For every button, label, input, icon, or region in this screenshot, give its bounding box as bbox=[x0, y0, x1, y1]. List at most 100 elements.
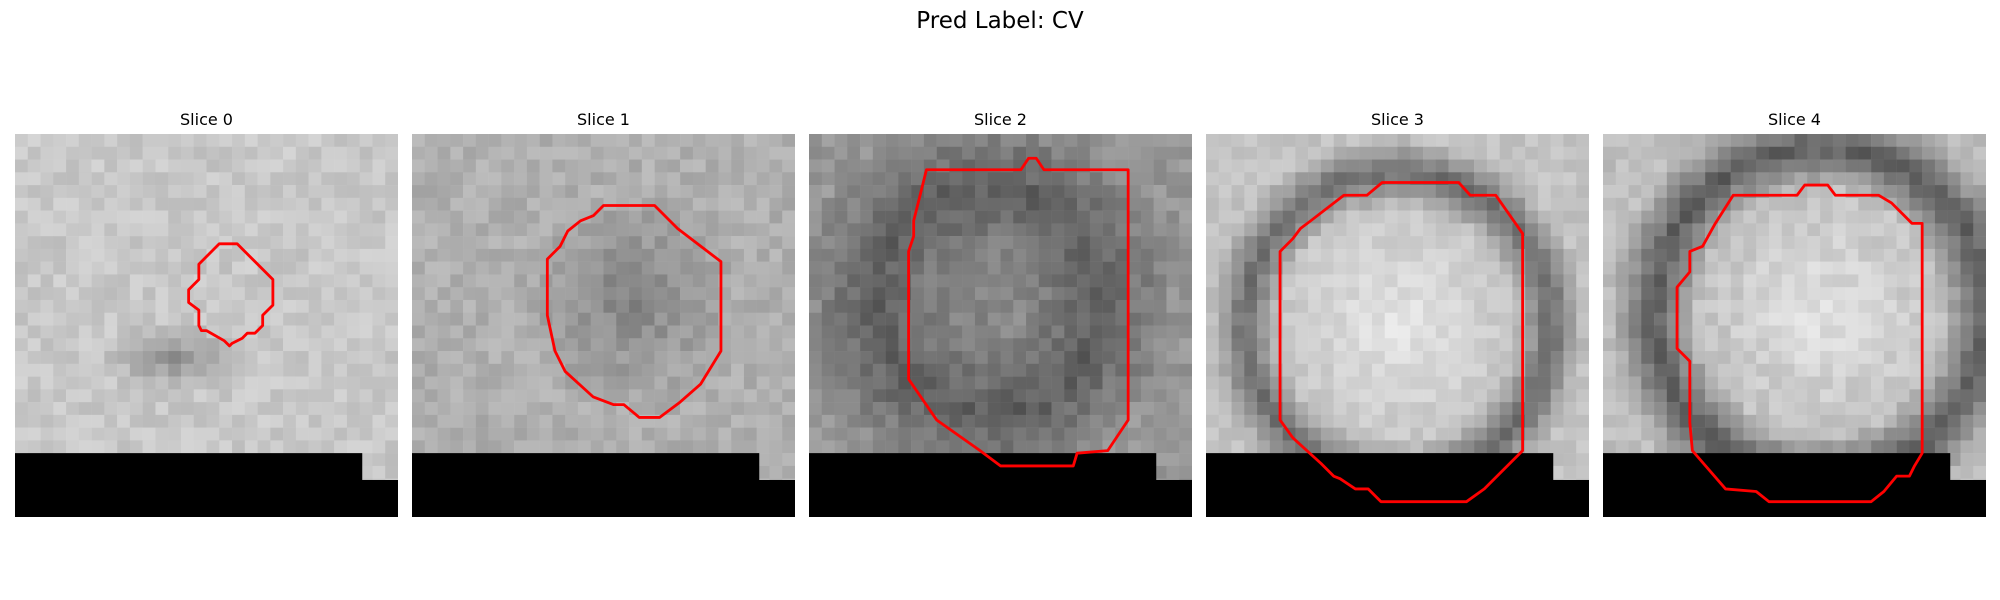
image-pixel bbox=[206, 134, 220, 148]
image-pixel bbox=[193, 223, 207, 237]
image-pixel bbox=[680, 402, 694, 416]
image-pixel bbox=[1845, 172, 1859, 186]
image-pixel bbox=[1525, 248, 1539, 262]
image-pixel bbox=[923, 248, 937, 262]
image-pixel bbox=[834, 159, 848, 173]
image-pixel bbox=[270, 210, 284, 224]
image-pixel bbox=[1295, 236, 1309, 250]
image-pixel bbox=[295, 287, 309, 301]
image-pixel bbox=[1679, 210, 1693, 224]
image-pixel bbox=[53, 146, 67, 160]
image-pixel bbox=[1679, 440, 1693, 454]
image-pixel bbox=[526, 172, 540, 186]
image-pixel bbox=[244, 287, 258, 301]
image-pixel bbox=[321, 236, 335, 250]
image-pixel bbox=[270, 389, 284, 403]
image-pixel bbox=[372, 236, 386, 250]
image-pixel bbox=[129, 402, 143, 416]
image-pixel bbox=[949, 338, 963, 352]
image-pixel bbox=[1973, 185, 1986, 199]
image-pixel bbox=[1973, 146, 1986, 160]
image-pixel bbox=[769, 197, 783, 211]
image-pixel bbox=[219, 274, 233, 288]
image-pixel bbox=[911, 248, 925, 262]
image-pixel bbox=[1743, 351, 1757, 365]
image-pixel bbox=[295, 134, 309, 148]
image-pixel bbox=[1320, 146, 1334, 160]
image-pixel bbox=[731, 236, 745, 250]
image-pixel bbox=[539, 427, 553, 441]
image-pixel bbox=[667, 427, 681, 441]
image-pixel bbox=[1026, 185, 1040, 199]
image-pixel bbox=[1423, 146, 1437, 160]
image-pixel bbox=[1282, 197, 1296, 211]
image-pixel bbox=[78, 389, 92, 403]
image-pixel bbox=[1768, 312, 1782, 326]
image-pixel bbox=[1038, 223, 1052, 237]
image-pixel bbox=[782, 274, 795, 288]
image-pixel bbox=[705, 197, 719, 211]
image-pixel bbox=[834, 248, 848, 262]
image-pixel bbox=[911, 402, 925, 416]
image-pixel bbox=[1641, 236, 1655, 250]
image-pixel bbox=[782, 414, 795, 428]
image-pixel bbox=[1231, 134, 1245, 148]
image-pixel bbox=[424, 402, 438, 416]
image-pixel bbox=[1218, 351, 1232, 365]
image-pixel bbox=[654, 299, 668, 313]
image-pixel bbox=[206, 363, 220, 377]
image-pixel bbox=[437, 287, 451, 301]
image-pixel bbox=[1756, 236, 1770, 250]
image-pixel bbox=[1206, 223, 1220, 237]
image-pixel bbox=[1550, 453, 1564, 467]
image-pixel bbox=[847, 440, 861, 454]
image-pixel bbox=[962, 427, 976, 441]
image-pixel bbox=[1807, 146, 1821, 160]
image-pixel bbox=[1768, 172, 1782, 186]
image-pixel bbox=[1692, 427, 1706, 441]
image-pixel bbox=[1781, 389, 1795, 403]
image-pixel bbox=[743, 440, 757, 454]
image-pixel bbox=[1768, 236, 1782, 250]
image-pixel bbox=[526, 159, 540, 173]
image-pixel bbox=[15, 159, 29, 173]
image-pixel bbox=[1089, 172, 1103, 186]
image-pixel bbox=[1756, 351, 1770, 365]
image-pixel bbox=[1615, 287, 1629, 301]
image-pixel bbox=[359, 261, 373, 275]
image-pixel bbox=[244, 351, 258, 365]
image-pixel bbox=[821, 248, 835, 262]
slice-title: Slice 4 bbox=[1768, 110, 1821, 129]
image-pixel bbox=[782, 440, 795, 454]
image-pixel bbox=[731, 172, 745, 186]
image-pixel bbox=[40, 299, 54, 313]
image-pixel bbox=[821, 363, 835, 377]
image-pixel bbox=[40, 134, 54, 148]
image-pixel bbox=[1051, 146, 1065, 160]
image-pixel bbox=[603, 287, 617, 301]
image-pixel bbox=[1295, 210, 1309, 224]
image-pixel bbox=[743, 312, 757, 326]
image-pixel bbox=[1384, 134, 1398, 148]
image-pixel bbox=[782, 376, 795, 390]
image-pixel bbox=[1871, 134, 1885, 148]
image-pixel bbox=[1499, 159, 1513, 173]
image-pixel bbox=[117, 197, 131, 211]
image-pixel bbox=[104, 261, 118, 275]
image-pixel bbox=[117, 389, 131, 403]
image-pixel bbox=[1499, 146, 1513, 160]
image-pixel bbox=[1166, 185, 1180, 199]
image-pixel bbox=[1922, 248, 1936, 262]
image-pixel bbox=[1128, 261, 1142, 275]
image-pixel bbox=[514, 146, 528, 160]
image-pixel bbox=[104, 236, 118, 250]
image-pixel bbox=[629, 274, 643, 288]
image-pixel bbox=[488, 376, 502, 390]
image-pixel bbox=[1423, 236, 1437, 250]
image-pixel bbox=[1166, 427, 1180, 441]
image-pixel bbox=[1537, 210, 1551, 224]
image-pixel bbox=[680, 325, 694, 339]
image-pixel bbox=[424, 312, 438, 326]
image-pixel bbox=[898, 172, 912, 186]
image-pixel bbox=[872, 299, 886, 313]
